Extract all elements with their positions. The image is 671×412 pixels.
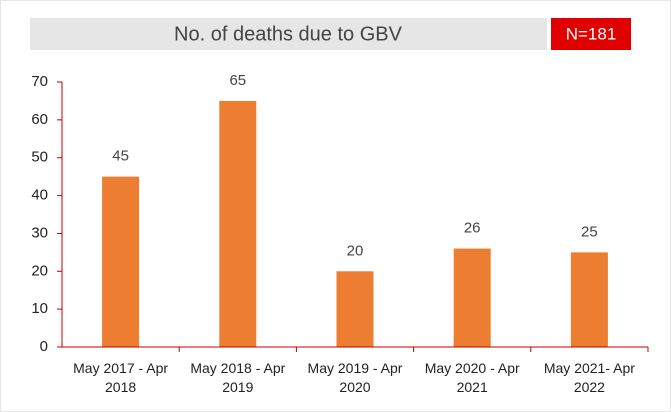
annotation: N=181 xyxy=(566,24,617,43)
x-tick-label: May 2021- Apr 2022 xyxy=(543,360,635,395)
y-tick-label: 30 xyxy=(31,224,48,241)
chart-title: No. of deaths due to GBV xyxy=(174,23,403,45)
y-tick-label: 40 xyxy=(31,187,48,204)
bar xyxy=(570,252,608,347)
data-label: 20 xyxy=(347,242,364,259)
data-label: 65 xyxy=(229,72,246,89)
data-label: 45 xyxy=(112,148,129,165)
data-label: 25 xyxy=(581,223,598,240)
y-tick-label: 50 xyxy=(31,149,48,166)
x-tick-label: May 2017 - Apr 2018 xyxy=(73,360,169,395)
bar xyxy=(336,271,374,347)
annotation-box xyxy=(551,18,631,50)
y-tick-label: 20 xyxy=(31,262,48,279)
title-box xyxy=(30,18,547,50)
y-tick-label: 60 xyxy=(31,111,48,128)
bar xyxy=(219,100,257,347)
y-tick-label: 70 xyxy=(31,73,48,90)
y-tick-label: 0 xyxy=(40,338,48,355)
y-tick-label: 10 xyxy=(31,300,48,317)
bar xyxy=(453,248,491,347)
x-tick-label: May 2018 - Apr 2019 xyxy=(190,360,286,395)
bar xyxy=(102,176,140,347)
x-tick-label: May 2019 - Apr 2020 xyxy=(307,360,403,395)
x-tick-label: May 2020 - Apr 2021 xyxy=(424,360,520,395)
data-label: 26 xyxy=(464,220,481,237)
